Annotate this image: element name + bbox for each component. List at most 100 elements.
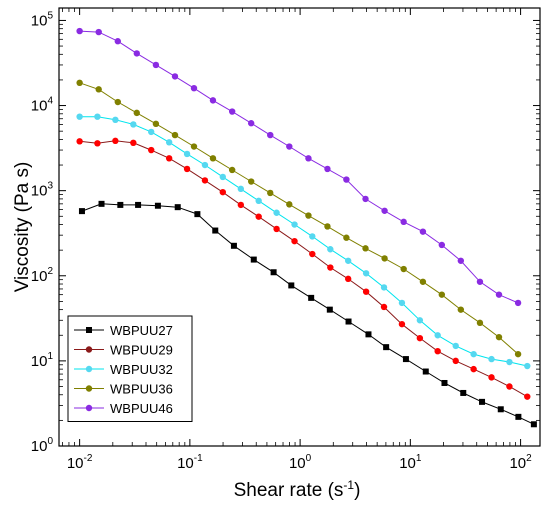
data-point [343,176,350,183]
legend-marker [85,346,93,353]
x-tick-exp: 0 [306,453,312,464]
data-point [212,227,219,234]
data-point [452,342,459,350]
series-line [79,30,519,304]
data-point [148,128,155,136]
data-point [183,150,191,158]
data-point [422,368,429,375]
data-point [476,278,484,285]
data-point [152,61,160,69]
data-point [219,188,227,196]
data-point [327,264,334,271]
data-point [94,140,101,147]
data-point [250,256,257,263]
x-tick-label: 10-1 [177,453,203,472]
data-point [165,155,173,162]
data-point [154,202,161,209]
legend-label: WBPUU29 [110,343,173,358]
data-point [273,209,280,216]
data-point [416,317,424,324]
data-point [130,139,137,147]
data-point [434,332,441,339]
data-point [133,109,140,117]
x-tick-base: 10 [509,455,526,472]
y-axis-title: Viscosity (Pa s) [12,162,33,293]
y-tick-base: 10 [31,353,48,370]
x-tick-label: 102 [509,453,532,472]
data-point [514,299,522,307]
data-point [112,116,119,124]
data-point [324,223,331,230]
data-point [152,120,160,128]
data-point [416,334,424,342]
data-point [228,166,236,174]
legend-label: WBPUU27 [110,323,173,338]
data-point [362,245,369,252]
data-point [380,284,388,291]
data-point [381,255,388,262]
data-point [524,362,531,370]
x-axis-title-end: ) [354,480,360,501]
legend-marker [86,327,92,333]
data-point [452,357,459,365]
data-point [112,137,119,145]
legend-item: WBPUU32 [74,362,173,377]
x-tick-base: 10 [177,455,194,472]
data-point [183,165,191,173]
data-point [247,178,255,185]
legend-marker [85,404,93,412]
data-point [267,131,274,139]
x-tick-label: 101 [399,453,422,472]
data-point [135,201,142,208]
legend-marker [85,385,93,392]
data-point [171,131,179,139]
legend-item: WBPUU27 [74,323,173,338]
x-axis-title-main: Shear rate (s [234,480,344,501]
data-point [201,161,209,169]
data-point [76,113,83,120]
data-point [114,38,122,45]
data-point [400,265,407,273]
series-layer [76,27,537,428]
data-point [309,250,316,258]
data-point [255,197,262,205]
x-tick-base: 10 [289,455,306,472]
data-point [515,413,522,420]
y-tick-label: 100 [31,436,54,455]
data-point [95,28,102,36]
data-point [402,356,409,363]
legend-item: WBPUU36 [74,382,173,397]
data-point [488,355,495,363]
data-point [165,139,173,146]
data-point [434,347,441,355]
series-wbpuu29 [76,137,531,400]
x-tick-base: 10 [67,455,84,472]
data-point [344,275,352,283]
data-point [117,201,124,208]
x-axis-title-sup: -1 [343,478,354,492]
y-tick-exp: 4 [47,96,53,107]
data-point [381,207,388,214]
data-point [308,294,315,301]
legend-item: WBPUU29 [74,343,173,358]
data-point [362,195,369,203]
data-point [441,379,448,386]
data-point [524,393,531,400]
data-point [419,278,427,285]
data-point [94,113,101,120]
data-point [76,79,83,87]
data-point [530,421,537,428]
data-point [438,291,446,298]
data-point [324,165,331,173]
data-point [228,108,236,115]
y-tick-label: 104 [31,96,54,115]
data-point [219,173,227,181]
x-axis-title: Shear rate (s-1) [234,478,361,501]
data-point [78,208,85,215]
data-point [514,350,522,358]
x-tick-base: 10 [399,455,416,472]
series-wbpuu36 [76,79,522,358]
y-tick-exp: 2 [47,266,53,277]
